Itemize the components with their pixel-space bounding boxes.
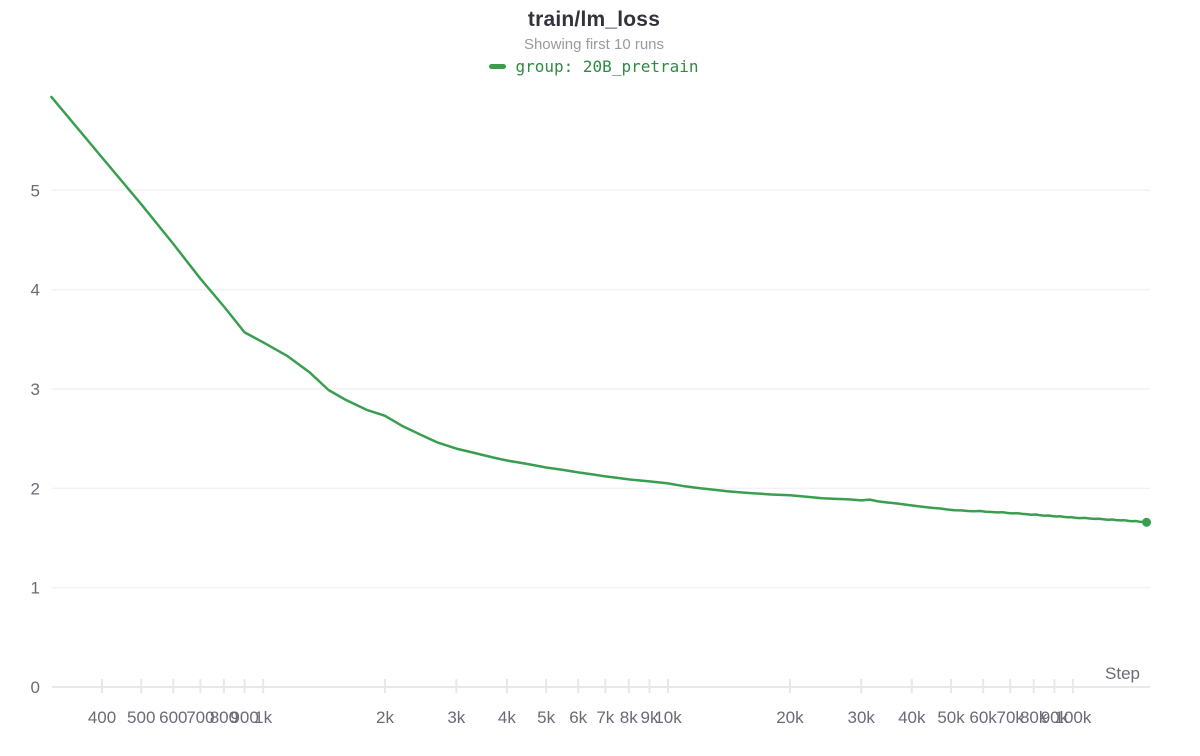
x-tick-label: 7k — [596, 708, 614, 727]
x-tick-label: 10k — [654, 708, 682, 727]
y-tick-label: 5 — [31, 181, 40, 200]
y-tick-label: 4 — [31, 281, 40, 300]
x-tick-label: 1k — [254, 708, 272, 727]
x-tick-label: 800 — [210, 708, 238, 727]
y-tick-label: 2 — [31, 479, 40, 498]
x-tick-label: 20k — [776, 708, 804, 727]
y-tick-label: 1 — [31, 579, 40, 598]
y-tick-label: 0 — [31, 678, 40, 697]
x-tick-label: 40k — [898, 708, 926, 727]
x-tick-label: 30k — [848, 708, 876, 727]
x-tick-label: 4k — [498, 708, 516, 727]
legend-item-20B-pretrain[interactable]: group: 20B_pretrain — [489, 57, 699, 76]
x-tick-label: 3k — [447, 708, 465, 727]
legend-line-swatch-icon — [489, 64, 507, 69]
x-tick-label: 100k — [1054, 708, 1091, 727]
x-tick-label: 400 — [88, 708, 116, 727]
x-axis-title: Step — [1105, 664, 1140, 683]
x-tick-label: 6k — [569, 708, 587, 727]
x-tick-label: 600 — [159, 708, 187, 727]
x-tick-label: 500 — [127, 708, 155, 727]
legend-label: group: 20B_pretrain — [515, 57, 699, 76]
x-tick-label: 50k — [937, 708, 965, 727]
y-tick-label: 3 — [31, 380, 40, 399]
loss-curve — [50, 95, 1148, 524]
x-tick-label: 80k — [1020, 708, 1048, 727]
x-tick-label: 700 — [186, 708, 214, 727]
x-tick-label: 9k — [641, 708, 659, 727]
x-tick-label: 8k — [620, 708, 638, 727]
x-tick-label: 2k — [376, 708, 394, 727]
x-tick-label: 5k — [537, 708, 555, 727]
x-tick-label: 70k — [997, 708, 1025, 727]
x-tick-label: 60k — [969, 708, 997, 727]
latest-point-dot — [1142, 517, 1152, 527]
x-tick-label: 900 — [230, 708, 258, 727]
x-tick-label: 90k — [1041, 708, 1069, 727]
